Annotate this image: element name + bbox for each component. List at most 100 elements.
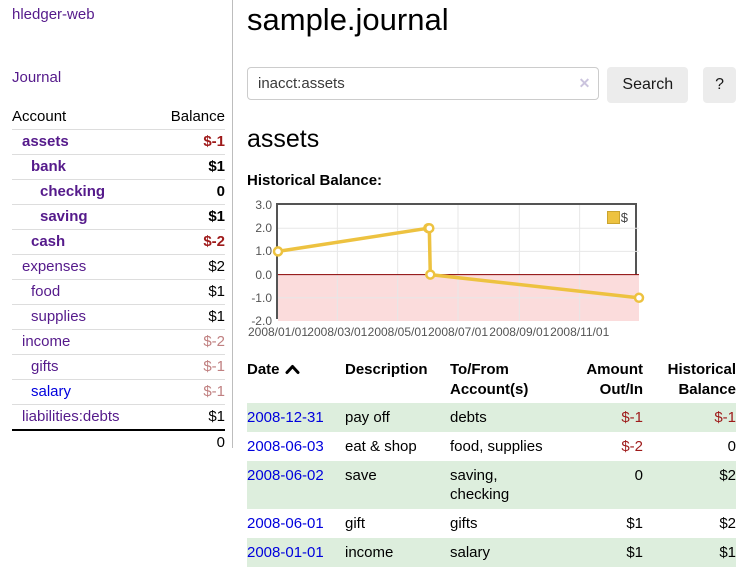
register-header-row: Date Description To/From Account(s) Amou… [247, 360, 736, 403]
transaction-description: income [345, 544, 394, 561]
account-link[interactable]: salary [31, 383, 72, 400]
legend-label: $ [620, 210, 628, 225]
transaction-balance: $2 [719, 467, 736, 484]
transaction-amount: 0 [634, 467, 643, 484]
chart-title: Historical Balance: [247, 172, 383, 189]
transaction-description: gift [345, 515, 366, 532]
accounts-header-row: Account Balance [12, 108, 225, 130]
account-row: assets $-1 [12, 129, 225, 155]
accounts-header-account: Account [12, 108, 67, 125]
accounts-header-balance: Balance [170, 108, 225, 125]
account-row: saving $1 [12, 204, 225, 230]
account-balance: $1 [208, 308, 225, 325]
accounts-total-value: 0 [216, 434, 225, 451]
data-point-marker[interactable] [424, 222, 435, 234]
x-axis-tick-label: 2008/03/01 [307, 325, 368, 339]
account-row: liabilities:debts $1 [12, 404, 225, 431]
transaction-description: save [345, 467, 377, 484]
account-link[interactable]: assets [22, 133, 69, 150]
historical-balance-chart: $ 3.0 2.0 1.0 0.0 -1.0 -2.0 2008/01/01 2008/03/… [247, 199, 736, 345]
account-balance: $1 [208, 208, 225, 225]
account-balance: $-2 [203, 333, 225, 350]
y-axis-tick-label: -2.0 [251, 314, 272, 328]
y-axis-tick-label: 3.0 [255, 198, 272, 212]
search-input[interactable] [247, 67, 600, 100]
plot-area[interactable]: $ [272, 203, 645, 321]
accounts-total-row: 0 [12, 430, 225, 455]
account-link[interactable]: gifts [31, 358, 59, 375]
sidebar: hledger-web Journal Account Balance asse… [0, 0, 233, 451]
account-link[interactable]: bank [31, 158, 67, 175]
x-axis-tick-label: 2008/05/01 [367, 325, 428, 339]
account-row: supplies $1 [12, 304, 225, 330]
transaction-row: 2008-06-01 gift gifts $1 $2 [247, 509, 736, 538]
app-title-link[interactable]: hledger-web [12, 6, 95, 23]
transaction-row: 2008-06-02 save saving, checking 0 $2 [247, 461, 736, 509]
account-balance: $-2 [203, 233, 225, 250]
account-link[interactable]: checking [40, 183, 106, 200]
account-link[interactable]: liabilities:debts [22, 408, 120, 425]
x-axis-tick-label: 2008/09/01 [489, 325, 550, 339]
transaction-balance: $1 [719, 544, 736, 561]
clear-search-icon[interactable]: ✕ [578, 75, 591, 91]
account-row: salary $-1 [12, 379, 225, 405]
accounts-table: Account Balance assets $-1 bank $1 check… [12, 108, 225, 455]
y-axis-tick-label: -1.0 [251, 290, 272, 305]
transaction-date-link[interactable]: 2008-12-31 [247, 409, 324, 426]
transaction-accounts: debts [450, 409, 487, 426]
transaction-description: eat & shop [345, 438, 417, 455]
column-header-balance: Historical Balance [667, 361, 736, 398]
transaction-row: 2008-12-31 pay off debts $-1 $-1 [247, 403, 736, 432]
account-link[interactable]: income [22, 333, 71, 350]
account-row: bank $1 [12, 154, 225, 180]
help-button[interactable]: ? [703, 67, 736, 103]
main-content: sample.journal ✕ Search ? assets Histori… [247, 0, 736, 567]
x-axis-tick-label: 2008/11/01 [550, 325, 610, 339]
column-header-amount: Amount Out/In [586, 361, 643, 398]
account-row: gifts $-1 [12, 354, 225, 380]
data-point-marker[interactable] [272, 246, 284, 257]
column-header-date[interactable]: Date [247, 360, 345, 403]
transaction-balance: 0 [727, 438, 736, 455]
register-body: 2008-12-31 pay off debts $-1 $-1 2008-06… [247, 403, 736, 567]
plot-canvas[interactable] [272, 205, 645, 321]
chart-legend: $ [606, 210, 628, 225]
account-balance: $-1 [203, 383, 225, 400]
data-point-marker[interactable] [633, 292, 645, 304]
account-balance: $2 [208, 258, 225, 275]
transaction-amount: $-2 [621, 438, 643, 455]
transaction-date-link[interactable]: 2008-06-02 [247, 467, 324, 484]
account-link[interactable]: food [31, 283, 61, 300]
transaction-accounts: saving, checking [450, 467, 510, 503]
transaction-date-link[interactable]: 2008-06-01 [247, 515, 324, 532]
transaction-amount: $1 [626, 515, 643, 532]
transaction-date-link[interactable]: 2008-06-03 [247, 438, 324, 455]
register-table: Date Description To/From Account(s) Amou… [247, 360, 736, 567]
account-link[interactable]: expenses [22, 258, 87, 275]
column-header-description: Description [345, 361, 428, 378]
transaction-amount: $-1 [621, 409, 643, 426]
account-balance: $1 [208, 158, 225, 175]
account-link[interactable]: supplies [31, 308, 87, 325]
sidebar-item-journal[interactable]: Journal [12, 69, 62, 86]
transaction-date-link[interactable]: 2008-01-01 [247, 544, 324, 561]
page-title: sample.journal [247, 2, 449, 37]
data-point-marker[interactable] [425, 269, 436, 280]
y-axis-tick-label: 1.0 [255, 244, 272, 259]
x-axis-tick-label: 2008/07/01 [427, 325, 489, 339]
account-balance: $1 [208, 283, 225, 300]
transaction-row: 2008-01-01 income salary $1 $1 [247, 538, 736, 567]
transaction-accounts: food, supplies [450, 438, 543, 455]
account-balance: $1 [208, 408, 225, 425]
transaction-accounts: gifts [450, 515, 478, 532]
account-balance: 0 [216, 183, 225, 200]
account-heading: assets [247, 125, 320, 153]
transaction-accounts: salary [450, 544, 491, 561]
column-header-tofrom: To/From Account(s) [450, 361, 529, 398]
search-box: ✕ [247, 67, 600, 100]
account-row: food $1 [12, 279, 225, 305]
search-form: ✕ Search ? [247, 67, 736, 103]
account-link[interactable]: saving [40, 208, 88, 225]
search-button[interactable]: Search [607, 67, 689, 103]
account-link[interactable]: cash [31, 233, 66, 250]
